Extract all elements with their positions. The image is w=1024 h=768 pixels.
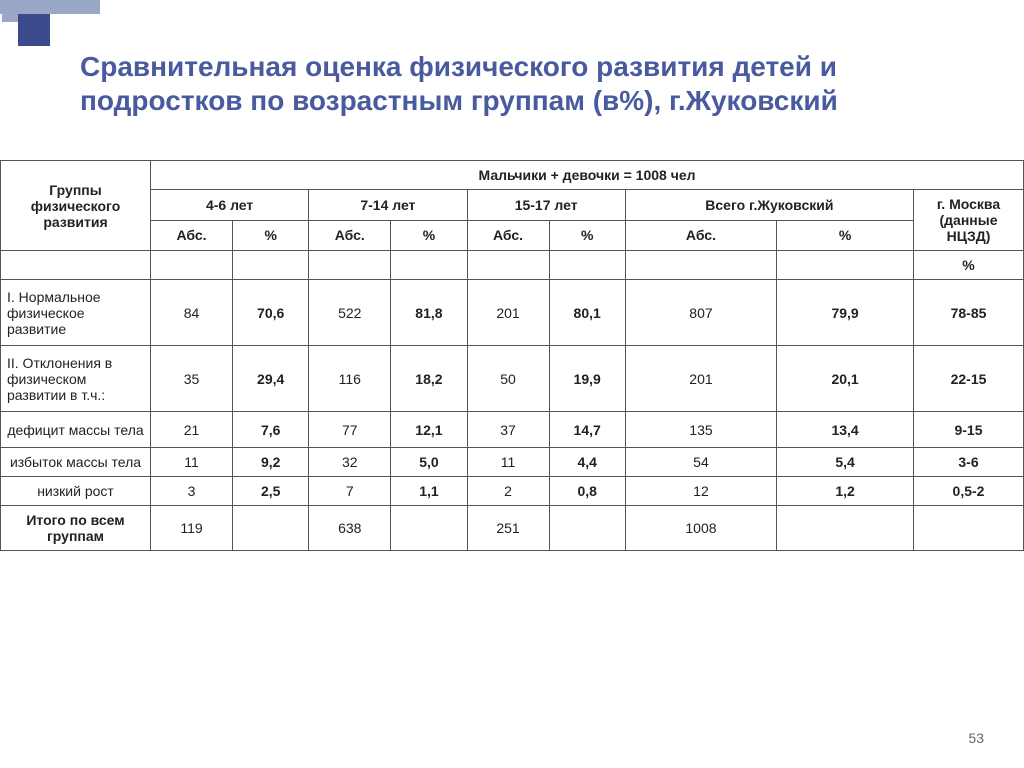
- deco-square-large: [18, 14, 50, 46]
- table-cell: 1,1: [391, 477, 467, 506]
- table-cell: 1,2: [777, 477, 914, 506]
- table-cell: 0,5-2: [914, 477, 1024, 506]
- table-row: низкий рост32,571,120,8121,20,5-2: [1, 477, 1024, 506]
- table-cell: 79,9: [777, 280, 914, 346]
- table-cell: 32: [309, 448, 391, 477]
- page-number: 53: [968, 730, 984, 746]
- row-label: II. Отклонения в физическом развитии в т…: [1, 346, 151, 412]
- table-cell: 807: [625, 280, 776, 346]
- table-header: Группы физического развития Мальчики + д…: [1, 161, 1024, 280]
- table-cell: 78-85: [914, 280, 1024, 346]
- table-cell: [391, 506, 467, 551]
- table-cell: 11: [151, 448, 233, 477]
- table-cell: 9,2: [233, 448, 309, 477]
- table-cell: 81,8: [391, 280, 467, 346]
- header-pct: %: [914, 251, 1024, 280]
- spacer: [625, 251, 776, 280]
- row-label: Итого по всем группам: [1, 506, 151, 551]
- table-cell: 2: [467, 477, 549, 506]
- header-abs: Абс.: [309, 220, 391, 251]
- table-cell: 522: [309, 280, 391, 346]
- table-cell: 0,8: [549, 477, 625, 506]
- table-cell: 201: [625, 346, 776, 412]
- table-row: Итого по всем группам119 638 251 1008: [1, 506, 1024, 551]
- table-cell: 135: [625, 412, 776, 448]
- header-moscow: г. Москва (данные НЦЗД): [914, 190, 1024, 251]
- header-pct: %: [391, 220, 467, 251]
- table-cell: 1008: [625, 506, 776, 551]
- table-cell: 201: [467, 280, 549, 346]
- spacer: [391, 251, 467, 280]
- header-abs: Абс.: [467, 220, 549, 251]
- table-cell: 77: [309, 412, 391, 448]
- table-cell: 12,1: [391, 412, 467, 448]
- table-cell: 3-6: [914, 448, 1024, 477]
- table-cell: 119: [151, 506, 233, 551]
- spacer: [309, 251, 391, 280]
- header-abs: Абс.: [151, 220, 233, 251]
- row-label: избыток массы тела: [1, 448, 151, 477]
- table-cell: 14,7: [549, 412, 625, 448]
- header-age3: 15-17 лет: [467, 190, 625, 221]
- table-row: I. Нормальное физическое развитие8470,65…: [1, 280, 1024, 346]
- deco-square-small: [2, 6, 18, 22]
- table-body: I. Нормальное физическое развитие8470,65…: [1, 280, 1024, 551]
- table-cell: 80,1: [549, 280, 625, 346]
- table-cell: 70,6: [233, 280, 309, 346]
- table-cell: 20,1: [777, 346, 914, 412]
- table-row: дефицит массы тела217,67712,13714,713513…: [1, 412, 1024, 448]
- table-cell: 19,9: [549, 346, 625, 412]
- table-cell: 35: [151, 346, 233, 412]
- row-label: дефицит массы тела: [1, 412, 151, 448]
- table-cell: 5,4: [777, 448, 914, 477]
- header-age1: 4-6 лет: [151, 190, 309, 221]
- table-cell: 37: [467, 412, 549, 448]
- table-cell: 2,5: [233, 477, 309, 506]
- table-cell: 3: [151, 477, 233, 506]
- table-cell: 116: [309, 346, 391, 412]
- table-cell: 22-15: [914, 346, 1024, 412]
- table-cell: [777, 506, 914, 551]
- table-cell: 5,0: [391, 448, 467, 477]
- table-row: II. Отклонения в физическом развитии в т…: [1, 346, 1024, 412]
- spacer: [777, 251, 914, 280]
- page-title: Сравнительная оценка физического развити…: [80, 50, 994, 117]
- spacer: [233, 251, 309, 280]
- table-cell: [549, 506, 625, 551]
- table-cell: [233, 506, 309, 551]
- table-cell: 29,4: [233, 346, 309, 412]
- data-table-container: Группы физического развития Мальчики + д…: [0, 160, 1024, 551]
- table-cell: 13,4: [777, 412, 914, 448]
- table-cell: 50: [467, 346, 549, 412]
- table-cell: 251: [467, 506, 549, 551]
- row-label: низкий рост: [1, 477, 151, 506]
- table-cell: 9-15: [914, 412, 1024, 448]
- table-cell: 21: [151, 412, 233, 448]
- spacer: [151, 251, 233, 280]
- spacer: [467, 251, 549, 280]
- header-topspan: Мальчики + девочки = 1008 чел: [151, 161, 1024, 190]
- header-pct: %: [549, 220, 625, 251]
- data-table: Группы физического развития Мальчики + д…: [0, 160, 1024, 551]
- header-pct: %: [233, 220, 309, 251]
- header-pct: %: [777, 220, 914, 251]
- header-total: Всего г.Жуковский: [625, 190, 913, 221]
- row-label: I. Нормальное физическое развитие: [1, 280, 151, 346]
- header-abs: Абс.: [625, 220, 776, 251]
- spacer: [1, 251, 151, 280]
- header-age2: 7-14 лет: [309, 190, 467, 221]
- table-cell: 12: [625, 477, 776, 506]
- spacer: [549, 251, 625, 280]
- table-cell: 7: [309, 477, 391, 506]
- table-row: избыток массы тела119,2325,0114,4545,43-…: [1, 448, 1024, 477]
- table-cell: 11: [467, 448, 549, 477]
- table-cell: 54: [625, 448, 776, 477]
- table-cell: 638: [309, 506, 391, 551]
- table-cell: 7,6: [233, 412, 309, 448]
- table-cell: [914, 506, 1024, 551]
- header-groups: Группы физического развития: [1, 161, 151, 251]
- table-cell: 84: [151, 280, 233, 346]
- table-cell: 4,4: [549, 448, 625, 477]
- table-cell: 18,2: [391, 346, 467, 412]
